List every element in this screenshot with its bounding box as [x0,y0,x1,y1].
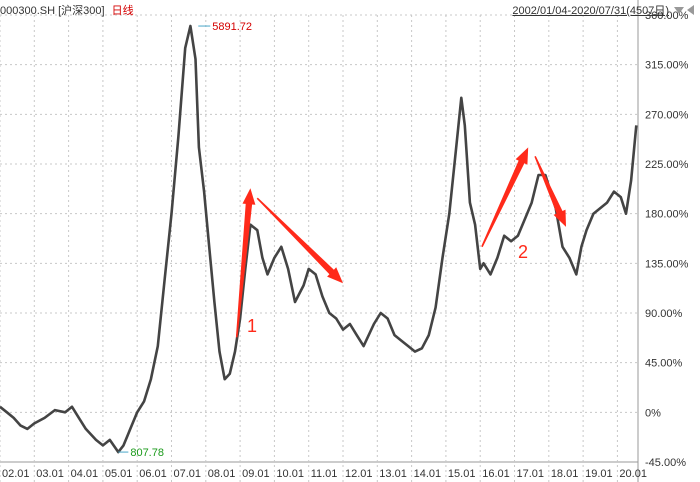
grid-lines [0,0,639,482]
x-tick-label: 18.01 [551,468,579,480]
x-tick-label: 07.01 [174,468,202,480]
y-tick-label: 315.00% [645,60,689,72]
x-tick-label: 02.01 [2,468,30,480]
x-tick-label: 14.01 [414,468,442,480]
x-axis: 02.01 03.01 04.01 05.01 06.01 07.01 08.01 09.01… [2,468,647,480]
y-tick-label: -45.00% [645,457,686,469]
series-line [0,24,638,454]
x-tick-label: 13.01 [379,468,407,480]
y-axis: 360.00%315.00%270.00%225.00%180.00%135.0… [645,10,689,469]
y-tick-label: 180.00% [645,209,689,221]
annotation-label: 2 [518,242,528,262]
symbol-code: 000300.SH [0,5,56,17]
y-tick-label: 135.00% [645,258,689,270]
x-tick-label: 08.01 [208,468,236,480]
date-range-label[interactable]: 2002/01/04-2020/07/31(4507日) [512,5,669,17]
date-range-control[interactable]: 2002/01/04-2020/07/31(4507日) [512,2,694,18]
low-label: 807.78 [130,447,164,459]
high-label: 5891.72 [212,21,252,33]
x-tick-label: 19.01 [585,468,613,480]
period-label: 日线 [111,5,134,17]
trend-arrow [235,188,256,338]
x-tick-label: 15.01 [448,468,476,480]
x-tick-label: 17.01 [517,468,545,480]
y-tick-label: 0% [645,407,661,419]
y-tick-label: 45.00% [645,358,683,370]
x-tick-label: 16.01 [482,468,510,480]
chart-header: 000300.SH [沪深300] 日线 [0,2,134,18]
x-tick-label: 10.01 [276,468,304,480]
x-tick-label: 20.01 [619,468,647,480]
x-tick-label: 12.01 [345,468,373,480]
annotations: 5891.72 807.78 1 2 [118,21,528,459]
collapse-arrow-icon[interactable] [687,5,694,15]
trend-arrows [235,147,566,338]
x-tick-label: 09.01 [242,468,270,480]
trend-arrow [534,156,566,227]
trend-arrow [256,197,343,284]
index-name: [沪深300] [58,5,105,17]
y-tick-label: 90.00% [645,308,683,320]
x-tick-label: 11.01 [311,468,338,480]
trend-arrow [481,147,529,248]
annotation-label: 1 [247,316,257,336]
x-tick-label: 05.01 [105,468,133,480]
dropdown-arrow-icon[interactable] [674,6,684,14]
y-tick-label: 270.00% [645,109,689,121]
y-tick-label: 225.00% [645,159,689,171]
x-tick-label: 04.01 [71,468,99,480]
x-tick-label: 06.01 [139,468,167,480]
x-tick-label: 03.01 [36,468,64,480]
